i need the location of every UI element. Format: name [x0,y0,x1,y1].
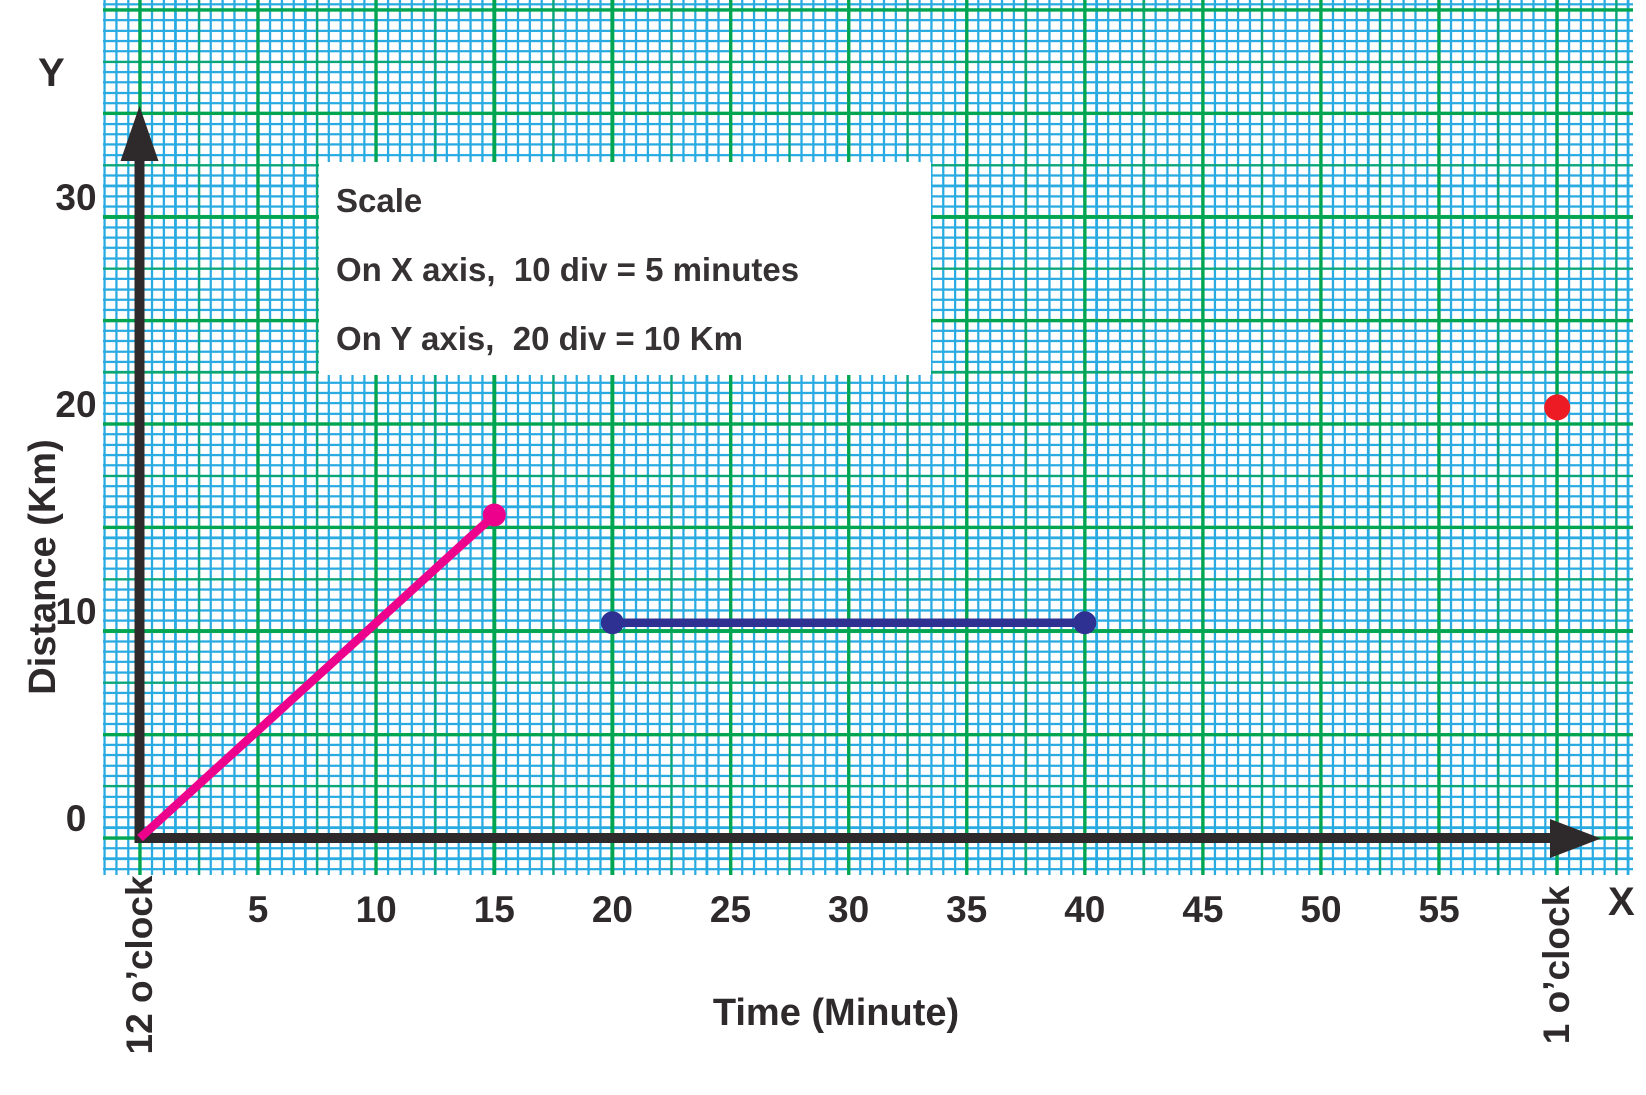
x-clock-label: 12 o’clock [119,875,160,1055]
x-tick-label: 10 [355,889,397,930]
x-tick-label: 40 [1064,889,1106,930]
y-axis-arrowhead [120,106,159,161]
scale-legend-y-rule: On Y axis, 20 div = 10 Km [336,320,743,357]
x-tick-label: 45 [1182,889,1224,930]
y-tick-label: 20 [55,384,97,425]
marker-leg-resting [600,611,624,635]
x-clock-label: 1 o’clock [1536,885,1578,1045]
x-tick-label: 55 [1418,889,1460,930]
x-tick-label: 5 [247,889,269,930]
plot-overlay [120,106,1601,858]
marker-point-at-1-oclock [1544,394,1571,421]
scale-legend-title: Scale [336,182,423,219]
x-tick-label: 35 [946,889,988,930]
y-axis-letter: Y [38,51,65,95]
x-tick-label: 20 [591,889,633,930]
x-tick-label: 30 [828,889,870,930]
x-tick-label: 25 [709,889,752,930]
marker-leg-moving [482,503,506,527]
y-tick-label: 30 [55,177,97,218]
y-tick-label: 10 [55,591,97,632]
x-axis-letter: X [1608,880,1635,924]
y-tick-label: 0 [65,798,87,839]
x-axis-arrowhead [1550,819,1601,858]
x-tick-label: 50 [1300,889,1342,930]
x-axis-title: Time (Minute) [712,992,960,1034]
marker-leg-resting [1073,611,1097,635]
distance-time-graph: Y X Distance (Km) Time (Minute) Scale On… [22,0,1635,1055]
scale-legend-x-rule: On X axis, 10 div = 5 minutes [336,251,800,288]
scale-legend-box: Scale On X axis, 10 div = 5 minutes On Y… [319,162,931,375]
series-line-leg-moving [137,511,498,842]
x-tick-label: 15 [473,889,515,930]
graph-paper-grid [103,0,1633,875]
y-axis-title: Distance (Km) [22,439,64,695]
